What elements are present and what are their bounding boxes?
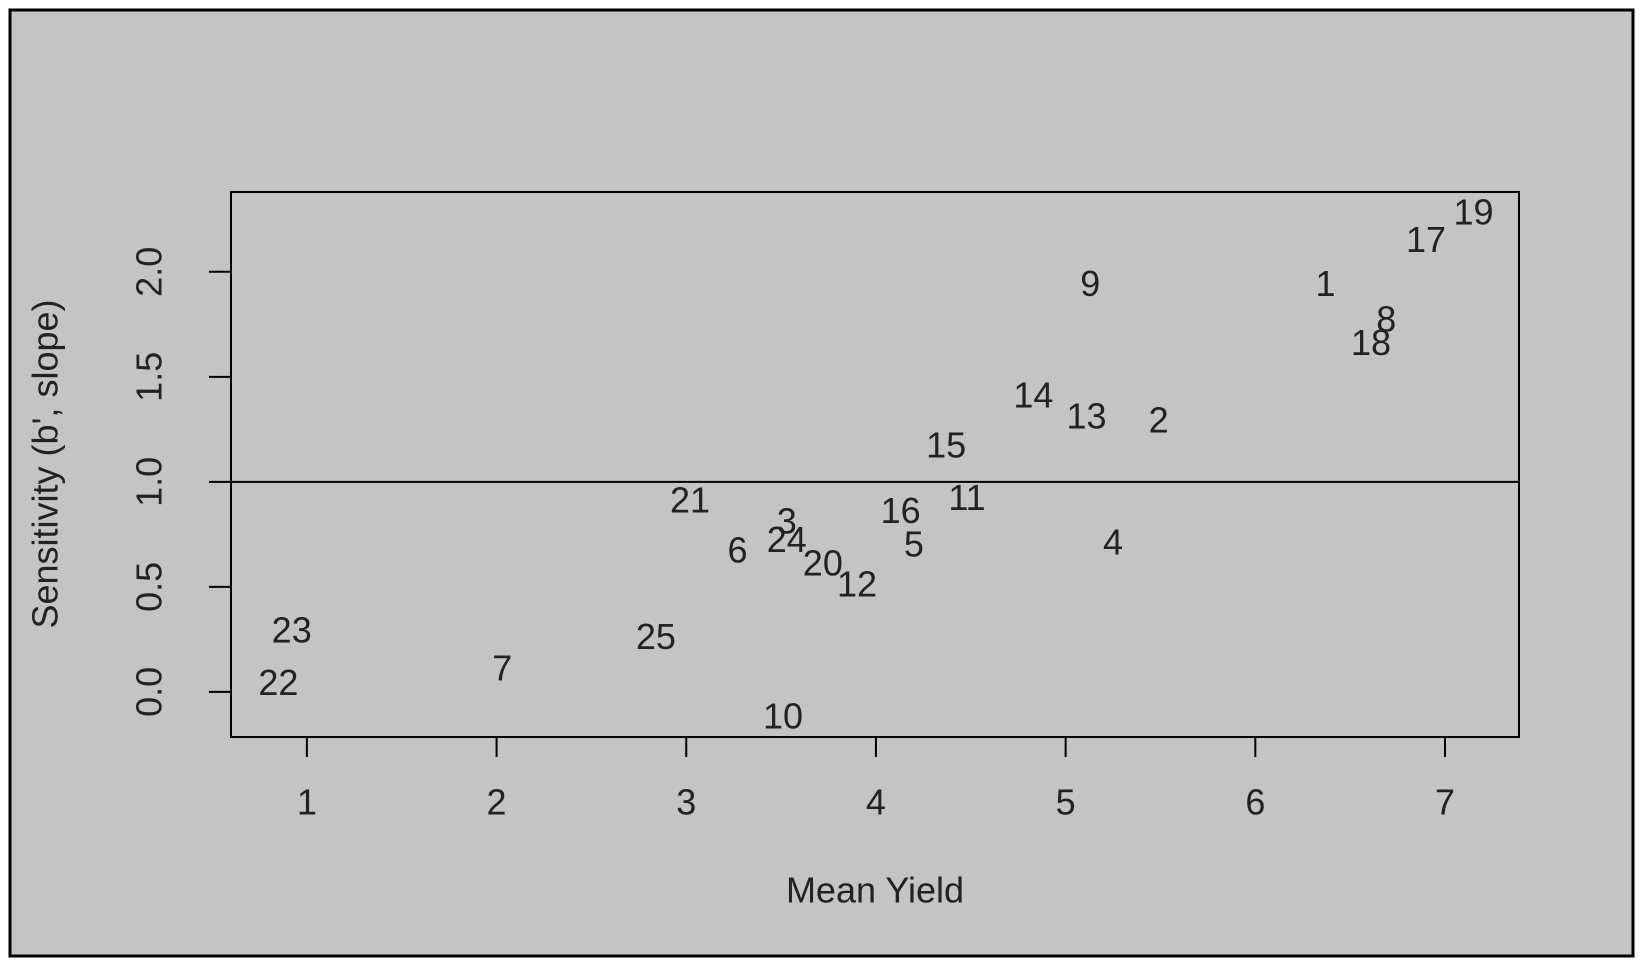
point-label: 18 — [1351, 322, 1391, 363]
point-label: 10 — [763, 696, 803, 737]
point-label: 15 — [926, 425, 966, 466]
x-tick-label: 6 — [1245, 782, 1265, 823]
x-axis-title: Mean Yield — [786, 870, 964, 911]
point-label: 21 — [670, 479, 710, 520]
point-label: 16 — [881, 490, 921, 531]
point-label: 11 — [948, 477, 985, 518]
point-label: 20 — [803, 542, 843, 583]
y-tick-label: 0.5 — [129, 562, 170, 612]
point-label: 5 — [904, 523, 924, 564]
y-tick-label: 1.0 — [129, 457, 170, 507]
point-label: 7 — [492, 647, 512, 688]
point-label: 12 — [837, 563, 877, 604]
x-tick-label: 2 — [487, 782, 507, 823]
point-label: 6 — [727, 530, 747, 571]
x-tick-label: 3 — [676, 782, 696, 823]
point-label: 14 — [1013, 374, 1053, 415]
point-label: 23 — [272, 610, 312, 651]
point-label: 25 — [636, 616, 676, 657]
point-label: 17 — [1406, 219, 1446, 260]
point-label: 4 — [1103, 521, 1123, 562]
x-tick-label: 4 — [866, 782, 886, 823]
y-tick-label: 1.5 — [129, 352, 170, 402]
x-tick-label: 5 — [1056, 782, 1076, 823]
point-label: 8 — [1376, 299, 1396, 340]
y-axis-title: Sensitivity (b', slope) — [25, 300, 66, 629]
y-tick-label: 2.0 — [129, 247, 170, 297]
x-tick-label: 1 — [297, 782, 317, 823]
frame — [8, 8, 1635, 958]
y-tick-label: 0.0 — [129, 667, 170, 717]
point-label: 1 — [1315, 263, 1335, 304]
point-label: 2 — [1149, 400, 1169, 441]
point-label: 22 — [258, 662, 298, 703]
point-label: 13 — [1066, 395, 1106, 436]
point-label: 19 — [1453, 192, 1493, 233]
point-label: 24 — [767, 519, 807, 560]
point-label: 3 — [777, 500, 797, 541]
x-tick-label: 7 — [1435, 782, 1455, 823]
point-label: 9 — [1080, 263, 1100, 304]
